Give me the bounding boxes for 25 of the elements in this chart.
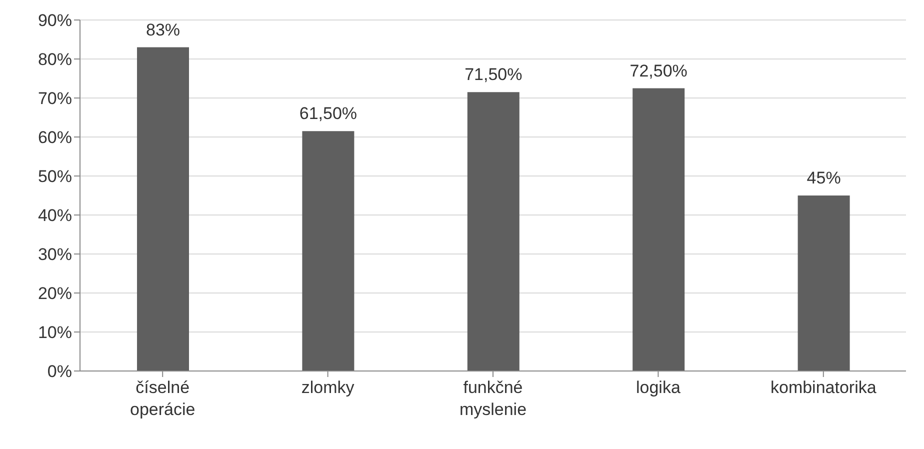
bar bbox=[467, 92, 520, 371]
data-label: 45% bbox=[806, 168, 841, 188]
data-label: 72,50% bbox=[630, 61, 688, 80]
data-label: 83% bbox=[146, 20, 180, 40]
x-tick-label: číselné operácie bbox=[130, 378, 196, 419]
data-label: 61,50% bbox=[299, 104, 358, 124]
x-tick-label: zlomky bbox=[301, 378, 355, 397]
y-tick-label: 10% bbox=[38, 323, 72, 342]
y-tick-label: 90% bbox=[38, 11, 72, 30]
data-label: 71,50% bbox=[464, 65, 522, 84]
y-tick-label: 40% bbox=[38, 206, 72, 226]
bar bbox=[137, 47, 189, 371]
x-tick-label: logika bbox=[636, 378, 681, 397]
bar bbox=[798, 196, 850, 371]
y-tick-label: 30% bbox=[38, 245, 72, 264]
y-tick-label: 50% bbox=[38, 167, 72, 186]
y-tick-label: 70% bbox=[38, 89, 72, 108]
y-tick-label: 0% bbox=[47, 362, 72, 382]
y-tick-label: 60% bbox=[38, 128, 72, 148]
x-tick-label: funkčné myslenie bbox=[459, 378, 527, 419]
bar bbox=[302, 131, 354, 371]
y-tick-label: 20% bbox=[38, 284, 72, 304]
y-tick-label: 80% bbox=[38, 50, 72, 70]
bar bbox=[632, 88, 685, 371]
x-tick-label: kombinatorika bbox=[770, 378, 877, 397]
